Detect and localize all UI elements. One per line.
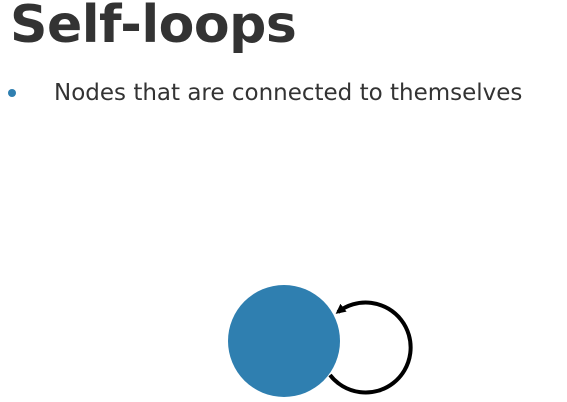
self-loop-edge (328, 300, 413, 395)
graph-node (228, 285, 340, 397)
slide-title: Self-loops (10, 0, 297, 55)
bullet-item: Nodes that are connected to themselves (8, 80, 522, 106)
bullet-text: Nodes that are connected to themselves (54, 80, 523, 106)
bullet-dot-icon (8, 89, 16, 97)
